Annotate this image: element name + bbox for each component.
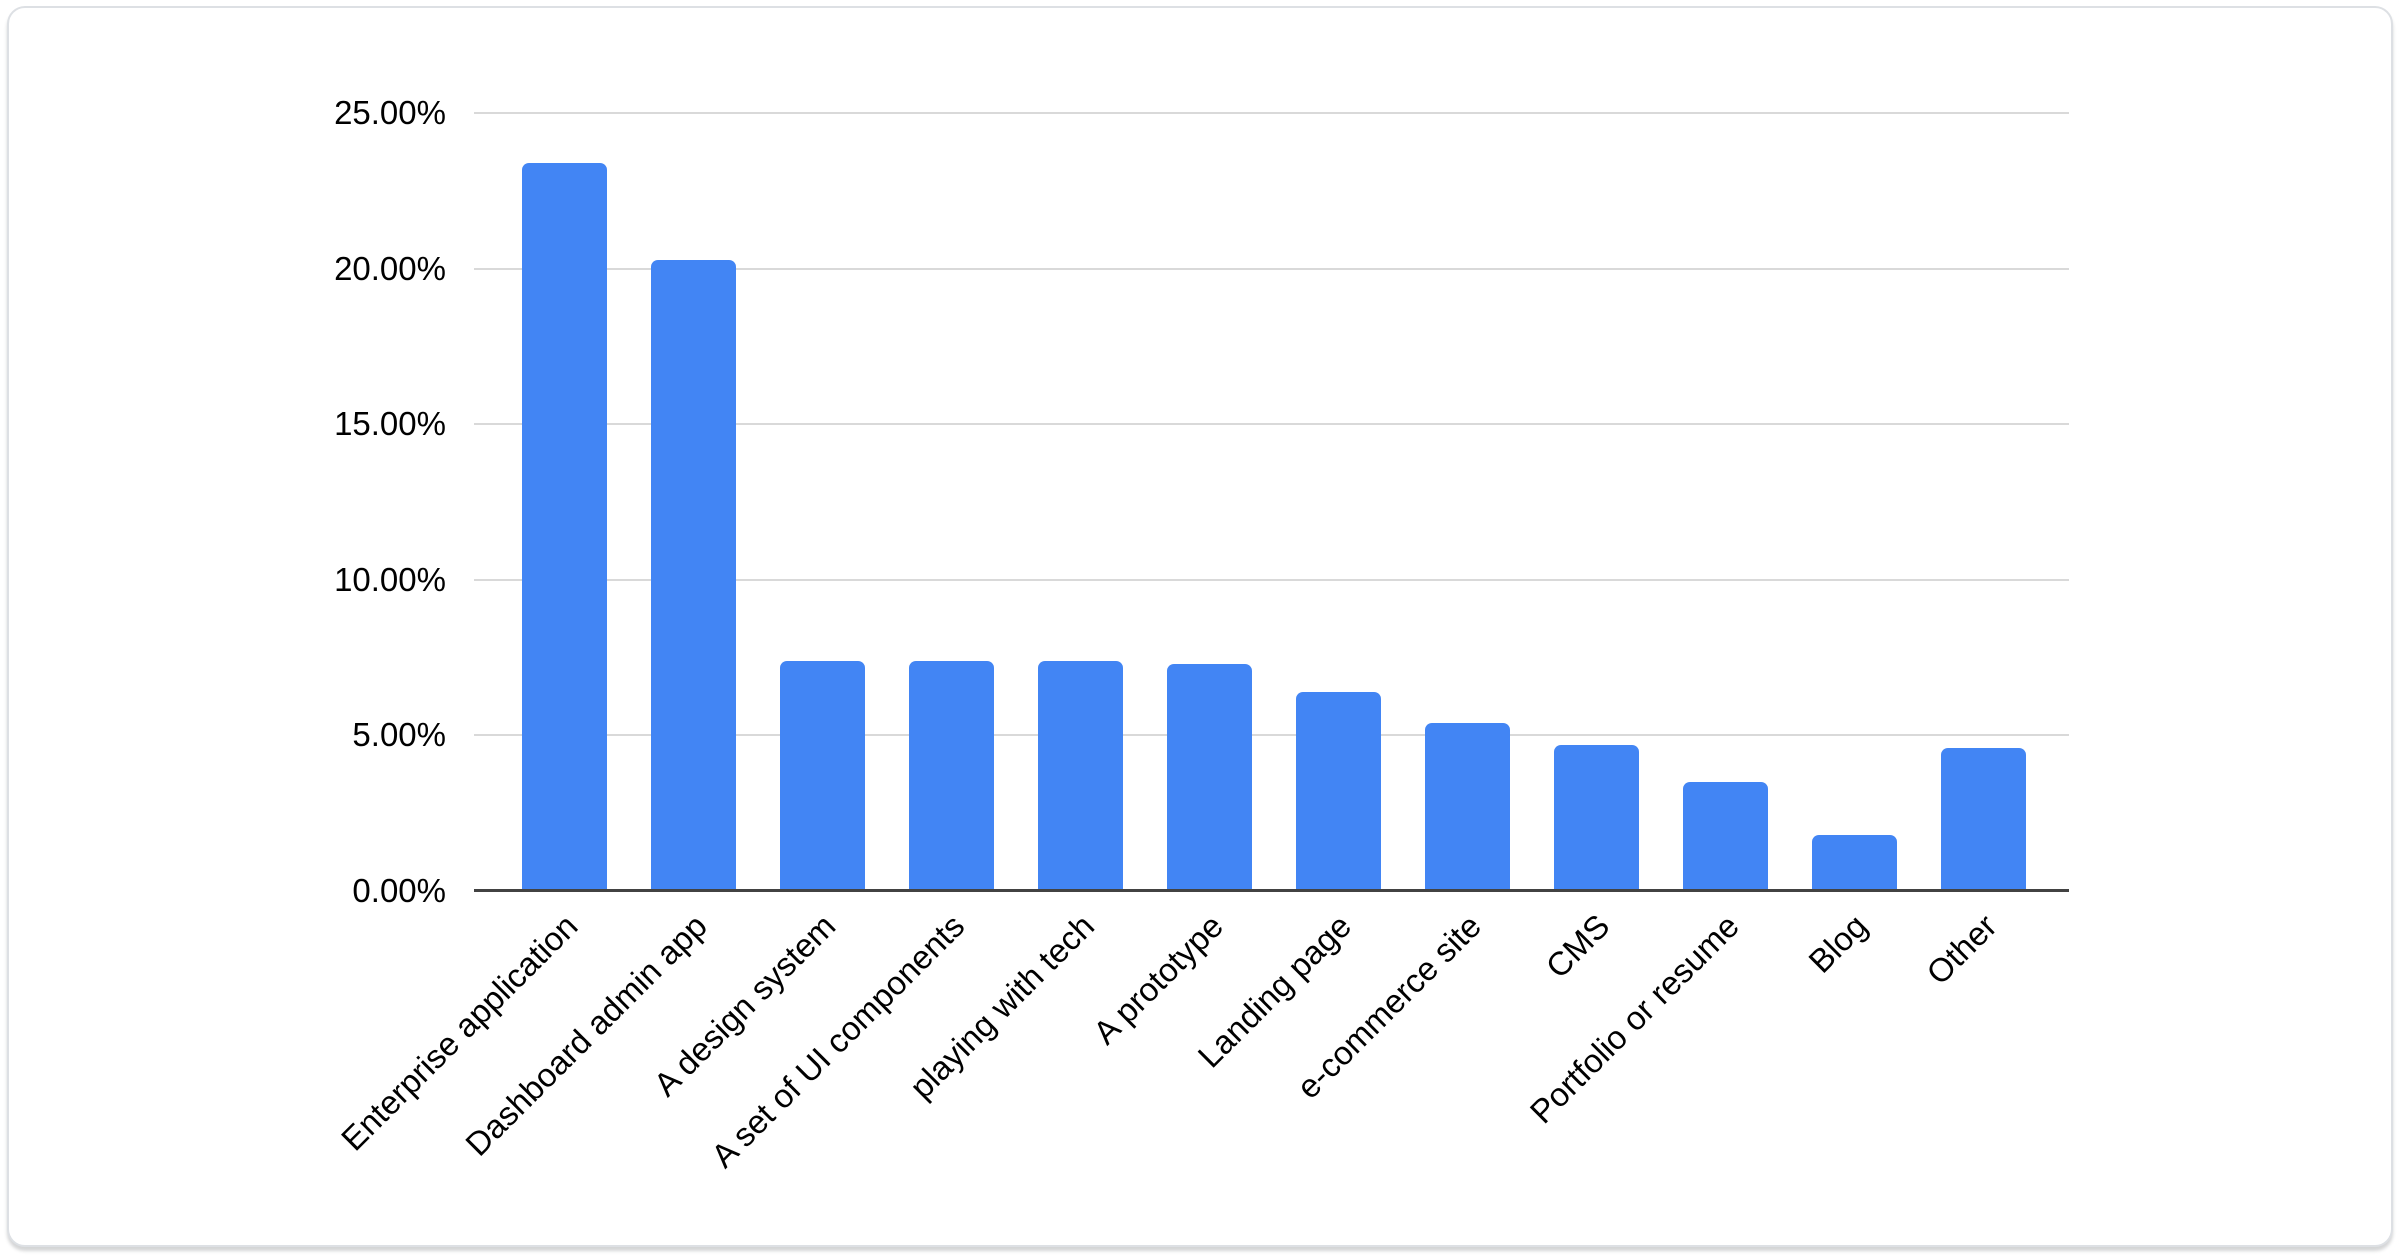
bar-a-prototype[interactable] — [1167, 663, 1252, 891]
y-gridline — [474, 423, 2069, 426]
bar-a-design-system[interactable] — [780, 660, 865, 891]
bar-enterprise-application[interactable] — [522, 163, 607, 891]
bar-other[interactable] — [1941, 747, 2026, 891]
x-axis-line — [474, 889, 2069, 892]
bar-a-set-of-ui-components[interactable] — [909, 660, 994, 891]
y-gridline — [474, 112, 2069, 115]
bar-portfolio-or-resume[interactable] — [1683, 782, 1768, 891]
y-axis-tick-label: 25.00% — [334, 94, 446, 132]
y-axis-tick-label: 5.00% — [352, 716, 446, 754]
bar-cms[interactable] — [1554, 744, 1639, 891]
y-gridline — [474, 734, 2069, 737]
y-gridline — [474, 267, 2069, 270]
y-axis-tick-label: 10.00% — [334, 560, 446, 598]
bar-chart: 0.00% 5.00% 10.00% 15.00% 20.00% 25.00% Enterp… — [9, 8, 2391, 1245]
y-axis-tick-label: 15.00% — [334, 405, 446, 443]
x-axis-label-a-set-of-ui-components: A set of UI components — [704, 907, 972, 1175]
x-axis-label-other: Other — [1919, 907, 2004, 992]
bar-playing-with-tech[interactable] — [1038, 660, 1123, 891]
y-axis-tick-label: 20.00% — [334, 249, 446, 287]
bar-landing-page[interactable] — [1296, 691, 1381, 891]
bar-e-commerce-site[interactable] — [1425, 723, 1510, 891]
x-axis-label-cms: CMS — [1538, 907, 1617, 986]
y-axis-tick-label: 0.00% — [352, 872, 446, 909]
x-axis-label-dashboard-admin-app: Dashboard admin app — [457, 907, 714, 1163]
bar-dashboard-admin-app[interactable] — [651, 259, 736, 891]
chart-card: 0.00% 5.00% 10.00% 15.00% 20.00% 25.00% Enterp… — [7, 6, 2393, 1247]
x-axis-label-blog: Blog — [1801, 907, 1875, 980]
x-axis-label-enterprise-application: Enterprise application — [334, 907, 585, 1158]
y-gridline — [474, 578, 2069, 581]
bar-blog[interactable] — [1812, 835, 1897, 891]
